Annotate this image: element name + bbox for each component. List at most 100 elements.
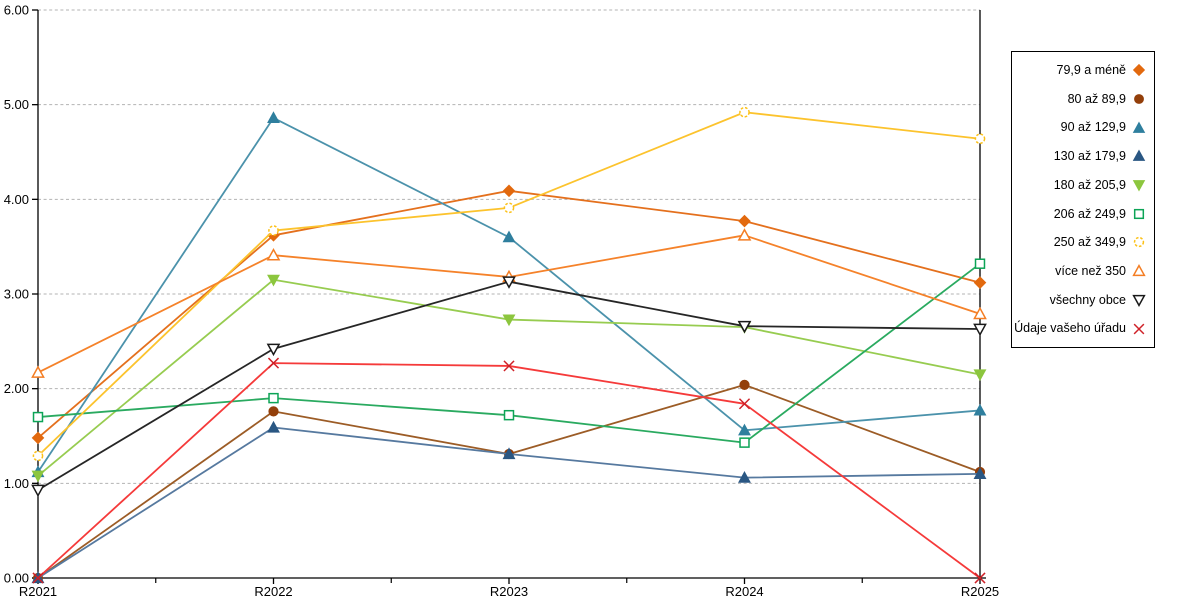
y-tick-label: 3.00 bbox=[4, 287, 29, 302]
legend-label: 250 až 349,9 bbox=[1053, 235, 1126, 250]
x-tick-label: R2021 bbox=[19, 584, 57, 599]
legend-item: více než 350 bbox=[1012, 258, 1154, 285]
legend-item: 180 až 205,9 bbox=[1012, 172, 1154, 199]
data-point-marker bbox=[738, 398, 751, 410]
triangle-down-legend-marker-icon bbox=[1132, 180, 1146, 192]
data-point-marker bbox=[502, 276, 516, 289]
legend-label: 130 až 179,9 bbox=[1053, 149, 1126, 164]
data-point-marker bbox=[973, 403, 987, 416]
data-point-marker bbox=[267, 111, 280, 124]
x-legend-marker-icon bbox=[1133, 323, 1145, 334]
data-point-marker bbox=[502, 447, 516, 460]
data-point-marker bbox=[738, 423, 751, 436]
triangle-up-legend-marker-icon bbox=[1132, 264, 1146, 277]
data-point-marker bbox=[973, 323, 987, 337]
data-point-marker bbox=[502, 314, 516, 327]
data-point-marker bbox=[1132, 180, 1146, 192]
data-point-marker bbox=[973, 369, 987, 382]
x-tick-label: R2022 bbox=[254, 584, 292, 599]
legend-item: 90 až 129,9 bbox=[1012, 114, 1154, 141]
series-line-1 bbox=[37, 189, 981, 439]
legend-label: 206 až 249,9 bbox=[1053, 206, 1126, 221]
data-point-marker bbox=[973, 467, 987, 479]
data-point-marker bbox=[1132, 294, 1146, 307]
legend-label: 180 až 205,9 bbox=[1053, 177, 1126, 192]
y-tick-label: 1.00 bbox=[4, 476, 29, 491]
data-point-marker bbox=[268, 406, 279, 417]
x-tick-label: R2025 bbox=[961, 584, 999, 599]
legend-item: všechny obce bbox=[1012, 286, 1154, 313]
series-line-10 bbox=[37, 362, 981, 579]
data-point-marker bbox=[267, 357, 280, 369]
legend: 79,9 a méně 80 až 89,9 90 až 129,9 130 až 1… bbox=[1011, 51, 1155, 348]
series-line-5 bbox=[37, 278, 981, 477]
y-tick-label: 0.00 bbox=[4, 571, 29, 586]
x-tick-label: R2023 bbox=[490, 584, 528, 599]
data-point-marker bbox=[974, 133, 986, 145]
legend-item: 80 až 89,9 bbox=[1012, 86, 1154, 113]
data-point-marker bbox=[739, 437, 750, 448]
legend-item: 250 až 349,9 bbox=[1012, 229, 1154, 256]
square-legend-marker-icon bbox=[1133, 208, 1145, 219]
data-point-marker bbox=[31, 431, 45, 445]
data-point-marker bbox=[973, 306, 987, 320]
data-point-marker bbox=[1132, 64, 1146, 77]
legend-label: 80 až 89,9 bbox=[1067, 91, 1126, 106]
data-point-marker bbox=[974, 572, 986, 584]
data-point-marker bbox=[32, 450, 44, 462]
data-point-marker bbox=[974, 258, 986, 269]
data-point-marker bbox=[737, 228, 752, 241]
data-point-marker bbox=[31, 470, 45, 483]
legend-label: více než 350 bbox=[1055, 263, 1126, 278]
data-point-marker bbox=[31, 365, 45, 378]
y-tick-label: 6.00 bbox=[4, 3, 29, 18]
data-point-marker bbox=[1133, 208, 1145, 219]
data-point-marker bbox=[267, 420, 280, 433]
legend-label: 90 až 129,9 bbox=[1060, 120, 1126, 135]
data-point-marker bbox=[1132, 121, 1146, 133]
diamond-legend-marker-icon bbox=[1132, 64, 1146, 77]
legend-label: 79,9 a méně bbox=[1056, 63, 1127, 78]
x-tick-label: R2024 bbox=[725, 584, 763, 599]
circle-legend-marker-icon bbox=[1134, 94, 1144, 104]
circle-dashed-legend-marker-icon bbox=[1133, 237, 1145, 248]
y-tick-label: 2.00 bbox=[4, 381, 29, 396]
data-point-marker bbox=[1133, 237, 1145, 248]
data-point-marker bbox=[503, 202, 515, 214]
legend-item: 206 až 249,9 bbox=[1012, 200, 1154, 227]
data-point-marker bbox=[739, 106, 750, 118]
triangle-down-legend-marker-icon bbox=[1132, 294, 1146, 307]
data-point-marker bbox=[503, 409, 515, 421]
data-point-marker bbox=[32, 572, 44, 584]
triangle-up-legend-marker-icon bbox=[1132, 121, 1146, 133]
legend-label: všechny obce bbox=[1049, 292, 1126, 307]
y-tick-label: 4.00 bbox=[4, 192, 29, 207]
data-point-marker bbox=[268, 392, 279, 404]
legend-item: 79,9 a méně bbox=[1012, 57, 1154, 84]
data-point-marker bbox=[502, 184, 516, 198]
y-tick-label: 5.00 bbox=[4, 97, 29, 112]
triangle-up-legend-marker-icon bbox=[1132, 149, 1146, 162]
data-point-marker bbox=[1133, 323, 1145, 334]
data-point-marker bbox=[267, 274, 280, 287]
data-point-marker bbox=[739, 379, 750, 390]
data-point-marker bbox=[503, 360, 515, 372]
data-point-marker bbox=[266, 248, 281, 261]
data-point-marker bbox=[738, 214, 751, 228]
data-point-marker bbox=[266, 343, 281, 357]
data-point-marker bbox=[1132, 149, 1146, 162]
data-point-marker bbox=[31, 484, 45, 498]
data-point-marker bbox=[738, 471, 751, 483]
data-point-marker bbox=[1134, 94, 1144, 104]
legend-item: Údaje vašeho úřadu bbox=[1012, 315, 1154, 342]
data-point-marker bbox=[1132, 264, 1146, 277]
data-point-marker bbox=[268, 225, 279, 236]
legend-label: Údaje vašeho úřadu bbox=[1014, 321, 1126, 336]
data-point-marker bbox=[502, 230, 516, 243]
data-point-marker bbox=[737, 320, 752, 334]
legend-item: 130 až 179,9 bbox=[1012, 143, 1154, 170]
data-point-marker bbox=[973, 276, 987, 289]
data-point-marker bbox=[32, 411, 44, 423]
